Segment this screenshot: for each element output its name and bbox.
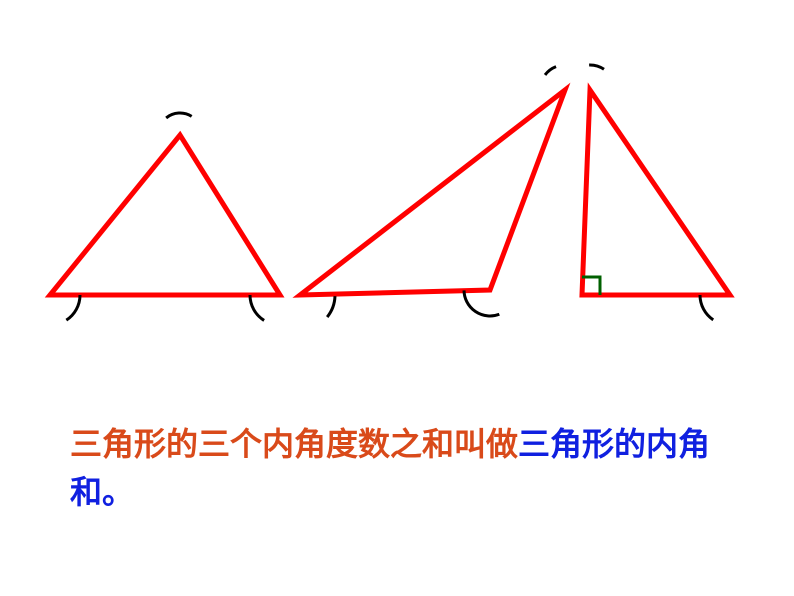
angle-arc xyxy=(66,295,80,320)
triangle-right xyxy=(582,90,730,295)
triangle-obtuse xyxy=(300,90,565,295)
angle-arc xyxy=(327,296,335,317)
caption-part1: 三角形的三个内角度数之和叫做 xyxy=(70,426,518,462)
triangle-acute xyxy=(50,135,280,295)
angle-arc xyxy=(545,67,556,75)
angle-arc xyxy=(250,295,264,320)
angle-arc xyxy=(589,65,604,69)
angle-arc xyxy=(166,113,192,118)
angle-arc xyxy=(700,295,713,320)
caption-text: 三角形的三个内角度数之和叫做三角形的内角和。 xyxy=(70,420,730,516)
angle-arc xyxy=(464,290,499,316)
triangles-diagram xyxy=(0,0,794,400)
